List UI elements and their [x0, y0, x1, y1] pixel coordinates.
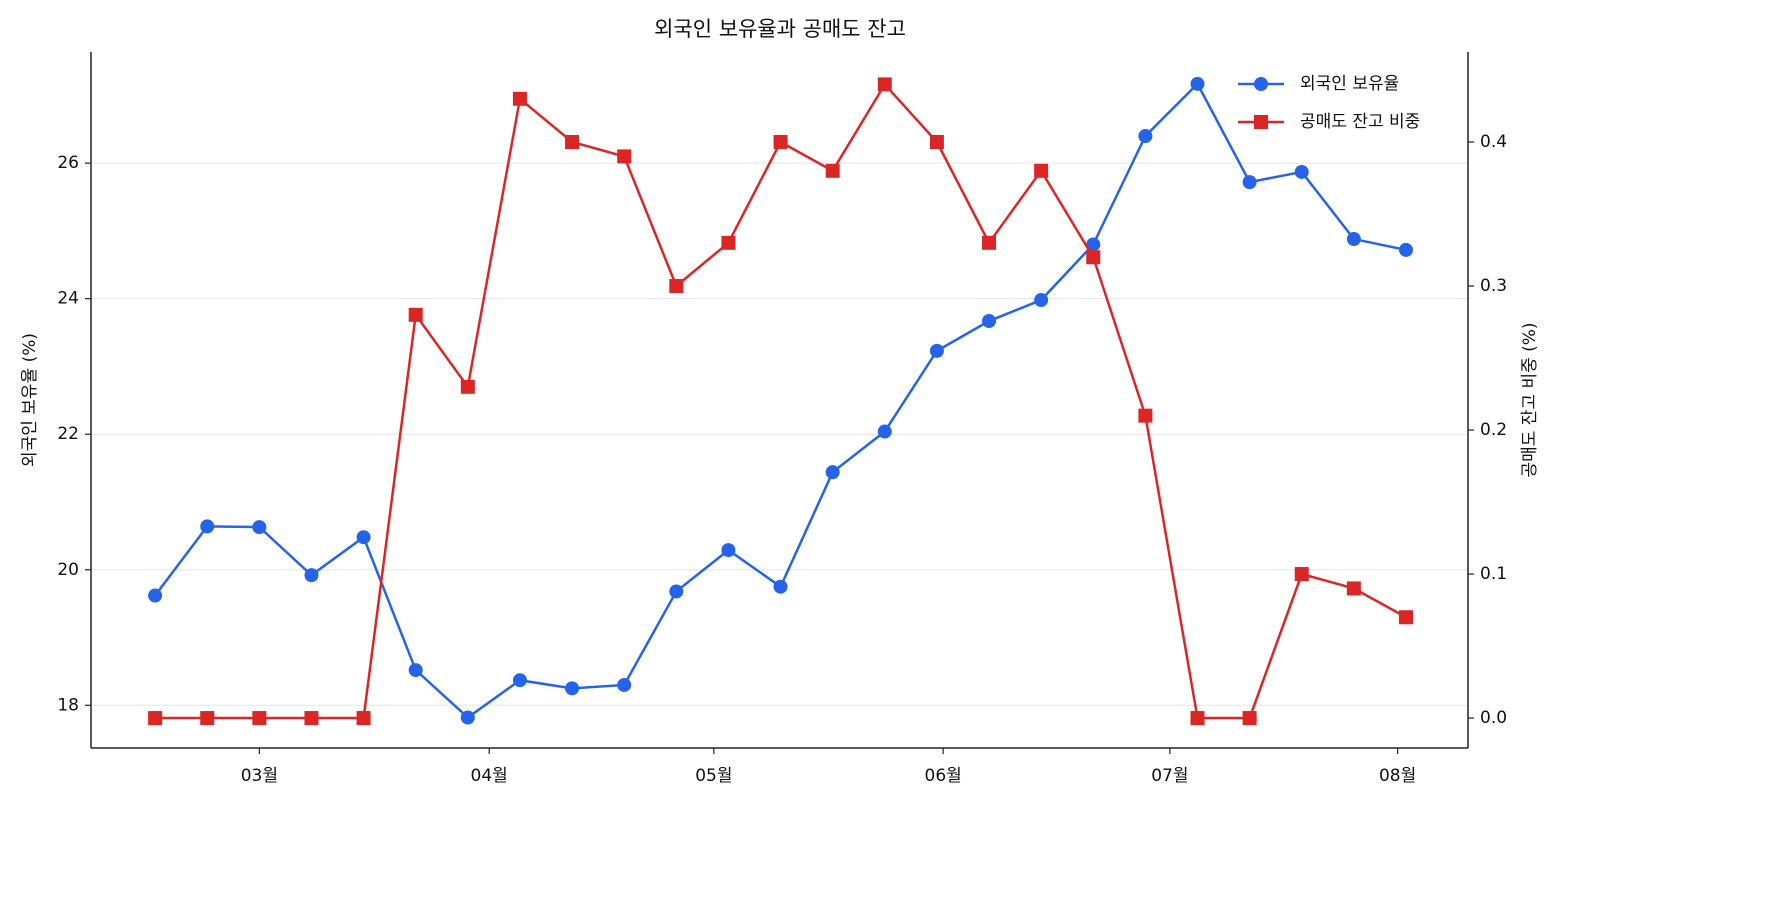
x-tick-label: 06월	[925, 766, 962, 786]
data-point	[929, 135, 944, 150]
y-tick-label: 22	[57, 424, 79, 444]
y-tick-label: 26	[57, 153, 79, 173]
data-point	[408, 663, 423, 678]
data-point	[1346, 232, 1361, 247]
data-point	[1086, 237, 1101, 252]
data-point	[1190, 76, 1205, 91]
x-tick-label: 08월	[1379, 766, 1416, 786]
data-point	[460, 710, 475, 725]
legend-label: 공매도 잔고 비중	[1300, 112, 1420, 132]
y-tick-label: 20	[57, 560, 79, 580]
data-point	[1190, 711, 1205, 726]
data-point	[669, 279, 684, 294]
x-tick-label: 03월	[241, 766, 278, 786]
x-tick-label: 05월	[695, 766, 732, 786]
data-point	[825, 465, 840, 480]
data-point	[1294, 164, 1309, 179]
legend-marker	[1254, 115, 1268, 129]
data-point	[200, 519, 215, 534]
data-point	[356, 711, 371, 726]
data-point	[304, 711, 319, 726]
y2-tick-label: 0.4	[1480, 132, 1507, 152]
data-point	[721, 543, 736, 558]
data-point	[1086, 250, 1101, 265]
y2-tick-label: 0.1	[1480, 564, 1507, 584]
legend-marker	[1254, 77, 1268, 91]
data-point	[1138, 408, 1153, 423]
data-point	[356, 530, 371, 545]
series-line	[155, 82, 1407, 720]
y-tick-label: 18	[57, 695, 79, 715]
y2-axis-label: 공매도 잔고 비중 (%)	[1520, 322, 1540, 477]
data-point	[408, 307, 423, 322]
data-point	[1346, 581, 1361, 596]
data-point	[512, 673, 527, 688]
data-point	[565, 135, 580, 150]
data-point	[773, 579, 788, 594]
data-point	[877, 77, 892, 92]
data-point	[512, 91, 527, 106]
data-point	[617, 677, 632, 692]
data-point	[877, 424, 892, 439]
data-point	[252, 520, 267, 535]
data-point	[1034, 293, 1049, 308]
data-point	[304, 568, 319, 583]
data-point	[148, 588, 163, 603]
data-point	[982, 314, 997, 329]
data-point	[1138, 129, 1153, 144]
x-tick-label: 07월	[1151, 766, 1188, 786]
data-point	[773, 135, 788, 150]
y-axis-label: 외국인 보유율 (%)	[20, 333, 40, 467]
data-point	[617, 149, 632, 164]
data-point	[669, 584, 684, 599]
data-point	[148, 711, 163, 726]
legend-label: 외국인 보유율	[1300, 74, 1399, 94]
data-point	[252, 711, 267, 726]
data-point	[1294, 567, 1309, 582]
data-point	[200, 711, 215, 726]
data-point	[982, 235, 997, 250]
data-point	[721, 235, 736, 250]
data-point	[1398, 242, 1413, 257]
data-point	[1242, 175, 1257, 190]
y2-tick-label: 0.3	[1480, 276, 1507, 296]
data-point	[1242, 711, 1257, 726]
y-tick-label: 24	[57, 289, 79, 309]
data-point	[929, 343, 944, 358]
data-point	[565, 681, 580, 696]
series-line	[154, 81, 1407, 720]
chart-title: 외국인 보유율과 공매도 잔고	[654, 17, 906, 41]
x-tick-label: 04월	[471, 766, 508, 786]
y2-tick-label: 0.0	[1480, 708, 1507, 728]
data-point	[825, 163, 840, 178]
data-point	[1034, 163, 1049, 178]
data-point	[1398, 610, 1413, 625]
data-point	[460, 379, 475, 394]
y2-tick-label: 0.2	[1480, 420, 1507, 440]
